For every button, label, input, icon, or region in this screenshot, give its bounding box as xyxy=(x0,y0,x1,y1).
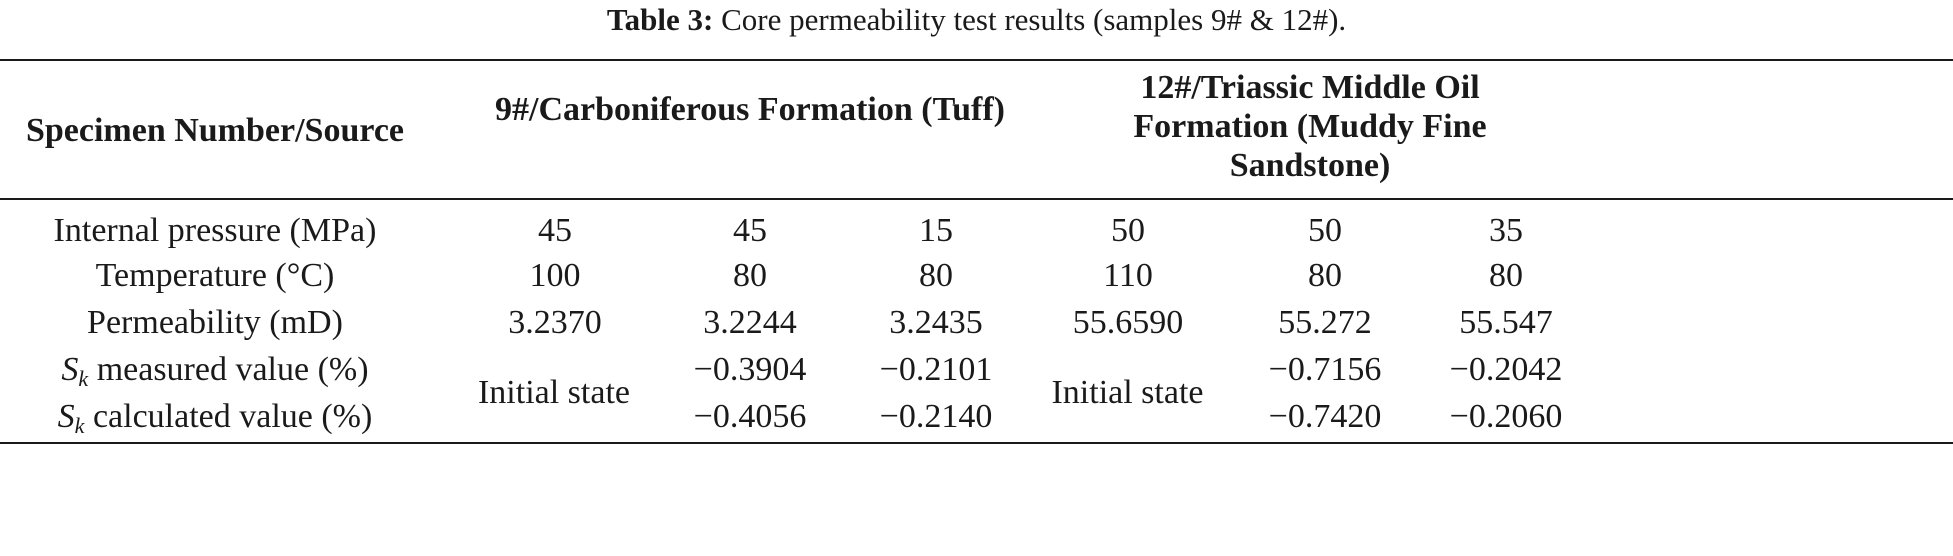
cell-pressure-2: 45 xyxy=(733,212,767,249)
cell-permeability-4: 55.6590 xyxy=(1072,304,1184,341)
cell-sk-calculated-2: −0.4056 xyxy=(693,398,807,435)
cell-permeability-2: 3.2244 xyxy=(703,304,797,341)
row-label-permeability: Permeability (mD) xyxy=(87,304,343,341)
row-label-sk-measured: Sk measured value (%) xyxy=(0,347,430,402)
row-label-sk-calculated: Sk calculated value (%) xyxy=(0,394,430,449)
header-group-12: 12#/Triassic Middle Oil Formation (Muddy… xyxy=(1133,69,1487,184)
caption-text: Core permeability test results (samples … xyxy=(721,2,1347,37)
cell-permeability-3: 3.2435 xyxy=(889,304,983,341)
cell-permeability-1: 3.2370 xyxy=(508,304,602,341)
sk-symbol: Sk xyxy=(61,351,89,391)
cell-temperature-3: 80 xyxy=(919,257,953,294)
cell-sk-measured-2: −0.3904 xyxy=(693,351,807,388)
bottom-rule xyxy=(0,442,1953,444)
sk-symbol: Sk xyxy=(57,398,85,438)
row-label-internal-pressure: Internal pressure (MPa) xyxy=(53,212,377,249)
cell-sk-calculated-5: −0.7420 xyxy=(1268,398,1382,435)
cell-sk-measured-5: −0.7156 xyxy=(1268,351,1382,388)
cell-sk-measured-3: −0.2101 xyxy=(879,351,993,388)
cell-sk-calculated-3: −0.2140 xyxy=(879,398,993,435)
cell-initial-state-12: Initial state xyxy=(1051,374,1204,411)
sk-calculated-label: calculated value (%) xyxy=(92,398,373,435)
cell-permeability-5: 55.272 xyxy=(1278,304,1372,341)
cell-sk-calculated-6: −0.2060 xyxy=(1449,398,1563,435)
sk-measured-label: measured value (%) xyxy=(96,351,369,388)
cell-sk-measured-6: −0.2042 xyxy=(1449,351,1563,388)
cell-permeability-6: 55.547 xyxy=(1459,304,1553,341)
cell-initial-state-9: Initial state xyxy=(477,374,630,411)
cell-pressure-1: 45 xyxy=(538,212,572,249)
cell-pressure-3: 15 xyxy=(919,212,953,249)
table-caption: Table 3: Core permeability test results … xyxy=(0,2,1953,38)
cell-temperature-5: 80 xyxy=(1308,257,1342,294)
row-label-temperature: Temperature (°C) xyxy=(95,257,335,294)
cell-temperature-1: 100 xyxy=(529,257,581,294)
header-rule xyxy=(0,198,1953,200)
cell-temperature-6: 80 xyxy=(1489,257,1523,294)
cell-temperature-4: 110 xyxy=(1103,257,1153,294)
cell-pressure-5: 50 xyxy=(1308,212,1342,249)
header-group-9: 9#/Carboniferous Formation (Tuff) xyxy=(495,91,1005,128)
top-rule xyxy=(0,59,1953,61)
cell-temperature-2: 80 xyxy=(733,257,767,294)
header-specimen: Specimen Number/Source xyxy=(25,112,405,149)
cell-pressure-6: 35 xyxy=(1489,212,1523,249)
cell-pressure-4: 50 xyxy=(1111,212,1145,249)
caption-label: Table 3: xyxy=(606,2,714,37)
